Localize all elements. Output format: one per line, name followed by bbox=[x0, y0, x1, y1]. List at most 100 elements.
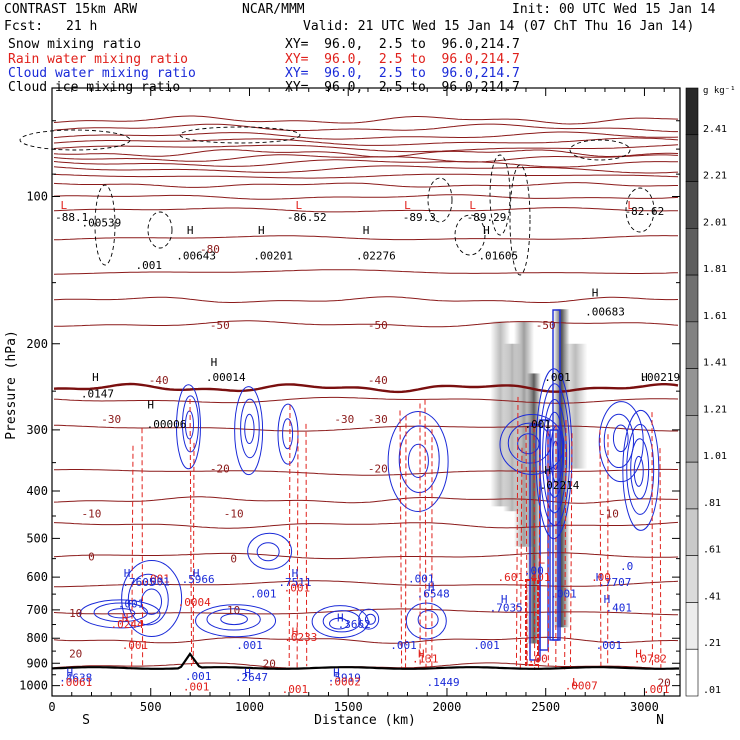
colorbar-label: 1.61 bbox=[703, 311, 727, 322]
colorbar-swatch bbox=[685, 134, 699, 182]
axes-frame: 0 500 1000 1500 2000 2500 30001002003004005006… bbox=[19, 87, 681, 714]
extremum-label: H bbox=[592, 286, 599, 299]
x-tick-label: 500 bbox=[140, 700, 162, 714]
extremum-label: .001 bbox=[550, 587, 577, 600]
extremum-label: L bbox=[296, 199, 303, 212]
extremum-label: .7605 bbox=[122, 576, 155, 589]
extremum-label: H bbox=[187, 224, 194, 237]
rain-water-contour bbox=[424, 399, 427, 669]
cloud-water-contour bbox=[545, 411, 565, 498]
contour-labels: -80 -50 -50 -50 -40 -40 -30 -30 -30 -20 -20 -10 -10 -… bbox=[55, 199, 680, 696]
extremum-label: H bbox=[211, 356, 218, 369]
rain-water-contour bbox=[305, 423, 308, 667]
isotherm bbox=[53, 115, 679, 125]
extremum-label: H bbox=[544, 464, 551, 477]
isotherm-label: -30 bbox=[101, 413, 121, 426]
isotherm-label: 20 bbox=[658, 676, 671, 689]
cloud-water-contour bbox=[405, 602, 447, 640]
isotherm bbox=[54, 580, 679, 588]
colorbar-swatch bbox=[685, 461, 699, 510]
isotherm-label: -40 bbox=[149, 374, 169, 387]
x-tick-label: 1000 bbox=[235, 700, 264, 714]
extremum-label: .001 bbox=[122, 639, 149, 652]
extremum-label: .001 bbox=[284, 581, 311, 594]
cloud-water-contour bbox=[407, 443, 429, 479]
cloud-water-contour bbox=[358, 608, 380, 630]
extremum-label: .601.401 bbox=[497, 571, 550, 584]
extremum-label: H bbox=[66, 666, 73, 679]
cloud-ice-contour bbox=[179, 126, 301, 144]
y-tick-label: 800 bbox=[26, 631, 48, 645]
snow-plume bbox=[563, 343, 588, 469]
extremum-label: .00683 bbox=[585, 306, 625, 319]
extremum-label: L bbox=[61, 199, 68, 212]
isotherm-label: -50 bbox=[536, 319, 556, 332]
field-xy-cloud-water: XY= 96.0, 2.5 to 96.0,214.7 bbox=[285, 66, 520, 81]
y-tick-label: 300 bbox=[26, 423, 48, 437]
isotherm bbox=[53, 496, 678, 504]
cloud-water-contour bbox=[240, 398, 260, 459]
cloud-water-contour bbox=[499, 413, 565, 475]
field-name-rain: Rain water mixing ratio bbox=[8, 52, 189, 67]
extremum-label: .001 bbox=[282, 683, 309, 696]
colorbar-label: .21 bbox=[703, 638, 721, 649]
isotherm-label: -80 bbox=[200, 243, 220, 256]
isotherm-label: 10 bbox=[227, 604, 240, 617]
rain-water-contour bbox=[519, 447, 523, 670]
extremum-label: .00014 bbox=[206, 371, 246, 384]
isotherm-label: 0 bbox=[230, 553, 237, 566]
y-tick-label: 900 bbox=[26, 656, 48, 670]
isotherm-label: -30 bbox=[368, 413, 388, 426]
extremum-label: .001 bbox=[236, 639, 263, 652]
isotherm-label: -20 bbox=[210, 463, 230, 476]
x-tick-label: 1500 bbox=[334, 700, 363, 714]
rain-water-contour bbox=[189, 399, 193, 666]
colorbar-label: .41 bbox=[703, 591, 721, 602]
isotherm bbox=[53, 235, 679, 241]
cloud-water-contour bbox=[311, 605, 369, 639]
colorbar-swatch bbox=[685, 228, 699, 276]
isotherm bbox=[53, 424, 678, 432]
extremum-label: -89.29 bbox=[467, 211, 507, 224]
extremum-label: H bbox=[604, 593, 611, 606]
model-title: CONTRAST 15km ARW bbox=[4, 2, 138, 17]
cloud-water-contour bbox=[542, 398, 568, 514]
x-axis-title: Distance (km) bbox=[314, 713, 416, 728]
isotherm-label: 0 bbox=[88, 551, 95, 564]
colorbar-swatch bbox=[685, 602, 699, 650]
colorbar-swatch bbox=[685, 181, 699, 229]
cloud-water-contour bbox=[364, 613, 376, 625]
colorbar-label: 1.41 bbox=[703, 358, 727, 369]
rain-water-contour bbox=[564, 420, 567, 670]
cloud-ice-contour bbox=[427, 177, 453, 223]
extremum-label: L bbox=[469, 199, 476, 212]
rain-water-contours bbox=[131, 396, 662, 670]
isotherm bbox=[53, 194, 679, 200]
extremum-label: .00006 bbox=[147, 418, 187, 431]
extremum-label: .00 bbox=[524, 565, 544, 578]
colorbar-swatch bbox=[685, 508, 699, 556]
extremum-label: H bbox=[337, 611, 344, 624]
cloud-water-contour bbox=[220, 613, 248, 626]
field-xy-rain: XY= 96.0, 2.5 to 96.0,214.7 bbox=[285, 52, 520, 67]
extremum-label: -82.62 bbox=[625, 205, 665, 218]
extremum-label: .00643 bbox=[176, 249, 216, 262]
extremum-label: .131 bbox=[412, 652, 439, 665]
extremum-label: .401 bbox=[606, 602, 633, 615]
cloud-ice-contour bbox=[509, 164, 531, 276]
extremum-label: .001 bbox=[250, 587, 277, 600]
rain-water-contour bbox=[141, 428, 144, 669]
extremum-label: H bbox=[292, 625, 299, 638]
extremum-label: H bbox=[193, 567, 200, 580]
extremum-label: H bbox=[641, 371, 648, 384]
extremum-label: .001 bbox=[143, 575, 170, 588]
rain-water-contour bbox=[515, 396, 519, 668]
x-tick-label: 0 bbox=[48, 700, 55, 714]
extremum-label: H bbox=[244, 666, 251, 679]
forecast-hour: 21 h bbox=[66, 19, 98, 34]
extremum-label: H bbox=[363, 224, 370, 237]
cloud-water-contour bbox=[398, 425, 440, 494]
cloud-ice-contour bbox=[147, 211, 173, 249]
colorbar-label: 1.01 bbox=[703, 451, 727, 462]
y-axis-title: Pressure (hPa) bbox=[4, 330, 19, 440]
